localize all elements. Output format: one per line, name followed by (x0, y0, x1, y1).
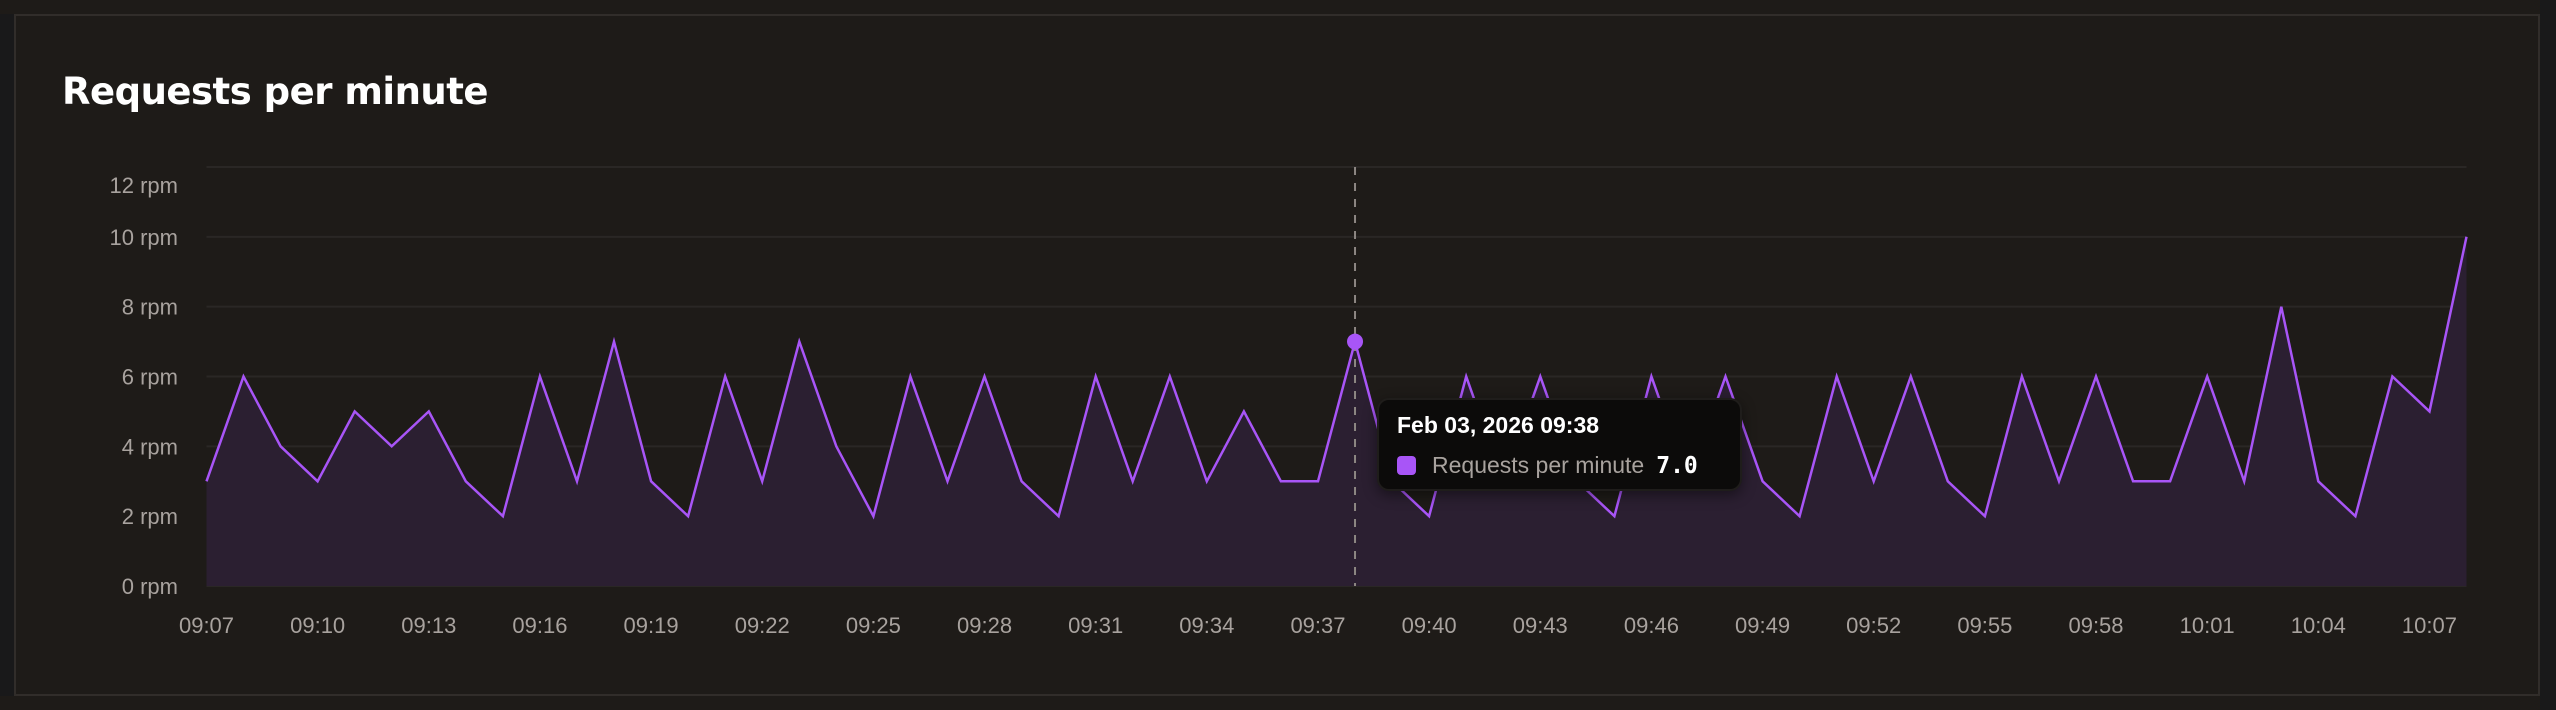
x-tick-label: 09:19 (624, 613, 679, 638)
x-tick-label: 09:16 (512, 613, 567, 638)
x-tick-label: 09:49 (1735, 613, 1790, 638)
x-tick-label: 09:43 (1513, 613, 1568, 638)
x-tick-label: 09:22 (735, 613, 790, 638)
x-tick-label: 09:31 (1068, 613, 1123, 638)
x-tick-label: 10:04 (2291, 613, 2346, 638)
x-tick-label: 10:01 (2180, 613, 2235, 638)
tooltip-timestamp: Feb 03, 2026 09:38 (1397, 412, 1600, 438)
tooltip-series-label: Requests per minute (1432, 452, 1645, 478)
y-axis: 0 rpm 2 rpm 4 rpm 6 rpm 8 rpm 10 rpm 12 rpm (110, 173, 178, 599)
page-background-top (0, 0, 2540, 14)
x-tick-label: 09:28 (957, 613, 1012, 638)
x-tick-label: 09:40 (1402, 613, 1457, 638)
x-tick-label: 09:58 (2068, 613, 2123, 638)
x-tick-label: 09:13 (401, 613, 456, 638)
y-tick-label: 2 rpm (122, 504, 178, 529)
series-color-swatch-icon (1397, 456, 1416, 475)
x-tick-label: 09:46 (1624, 613, 1679, 638)
y-tick-label: 8 rpm (122, 295, 178, 320)
x-axis: 09:07 09:10 09:13 09:16 09:19 09:22 09:25 09:28… (179, 613, 2457, 638)
x-tick-label: 09:55 (1957, 613, 2012, 638)
x-tick-label: 09:52 (1846, 613, 1901, 638)
tooltip-series-row: Requests per minute 7.0 (1397, 452, 1698, 479)
x-tick-label: 10:07 (2402, 613, 2457, 638)
y-tick-label: 4 rpm (122, 434, 178, 459)
page-background-bottom (0, 696, 2540, 710)
y-tick-label: 0 rpm (122, 574, 178, 599)
tooltip-series-value: 7.0 (1656, 452, 1698, 479)
y-tick-label: 12 rpm (110, 173, 178, 198)
x-tick-label: 09:10 (290, 613, 345, 638)
x-tick-label: 09:07 (179, 613, 234, 638)
x-tick-label: 09:25 (846, 613, 901, 638)
hover-point-marker (1347, 333, 1364, 350)
area-fill (206, 236, 2467, 587)
x-tick-label: 09:34 (1179, 613, 1234, 638)
y-tick-label: 10 rpm (110, 225, 178, 250)
chart-tooltip: Feb 03, 2026 09:38 Requests per minute 7… (1377, 398, 1742, 491)
series-line[interactable] (205, 236, 2468, 520)
y-tick-label: 6 rpm (122, 365, 178, 390)
chart-title: Requests per minute (62, 70, 489, 113)
x-tick-label: 09:37 (1290, 613, 1345, 638)
